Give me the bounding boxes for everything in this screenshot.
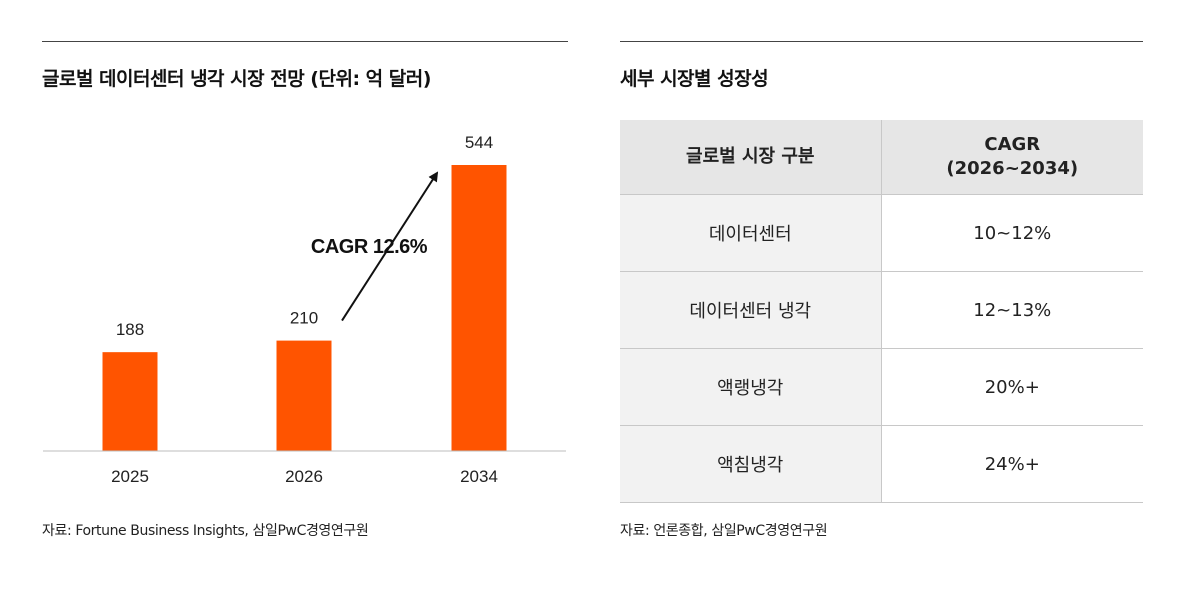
right-source-note: 자료: 언론종합, 삼일PwC경영연구원 [620, 523, 828, 539]
table-cell-cagr: 24%+ [881, 425, 1143, 503]
header-cagr-label: CAGR [984, 133, 1041, 155]
data-label-2034: 544 [465, 133, 493, 152]
table-header-row: 글로벌 시장 구분 CAGR (2026~2034) [620, 120, 1143, 195]
bars-layer [102, 165, 507, 451]
header-market-category: 글로벌 시장 구분 [620, 120, 882, 195]
table-cell-cagr: 10~12% [881, 194, 1143, 272]
tick-labels-layer: 2025 2026 2034 [111, 467, 498, 486]
left-panel-title: 글로벌 데이터센터 냉각 시장 전망 (단위: 억 달러) [42, 68, 431, 90]
tick-label-2025: 2025 [111, 467, 149, 486]
bar-2026 [276, 340, 332, 451]
bar-2025 [102, 352, 158, 451]
bar-2034 [451, 165, 507, 451]
data-labels-layer: 188 210 544 [116, 133, 493, 339]
right-top-rule [620, 41, 1143, 42]
table-cell-category: 액랭냉각 [620, 348, 882, 426]
data-label-2026: 210 [290, 309, 318, 328]
cagr-arrow [341, 171, 439, 322]
left-top-rule [42, 41, 568, 42]
table-cell-category: 데이터센터 [620, 194, 882, 272]
table-row: 액랭냉각 20%+ [620, 348, 1143, 426]
table-cell-cagr: 12~13% [881, 271, 1143, 349]
tick-label-2026: 2026 [285, 467, 323, 486]
table-row: 액침냉각 24%+ [620, 425, 1143, 503]
bar-chart: 2025 2026 2034 188 210 544 CAGR 12.6% [43, 133, 566, 486]
data-label-2025: 188 [116, 320, 144, 339]
cagr-annotation: CAGR 12.6% [311, 236, 428, 258]
table-row: 데이터센터 냉각 12~13% [620, 271, 1143, 349]
right-panel-title: 세부 시장별 성장성 [620, 68, 769, 90]
table-row: 데이터센터 10~12% [620, 194, 1143, 272]
header-cagr: CAGR (2026~2034) [881, 120, 1143, 195]
tick-label-2034: 2034 [460, 467, 498, 486]
table-cell-category: 액침냉각 [620, 425, 882, 503]
cagr-table: 글로벌 시장 구분 CAGR (2026~2034) 데이터센터 10~12% … [620, 120, 1143, 503]
left-source-note: 자료: Fortune Business Insights, 삼일PwC경영연구… [42, 523, 369, 539]
table-cell-category: 데이터센터 냉각 [620, 271, 882, 349]
table-cell-cagr: 20%+ [881, 348, 1143, 426]
header-cagr-period: (2026~2034) [946, 158, 1079, 179]
